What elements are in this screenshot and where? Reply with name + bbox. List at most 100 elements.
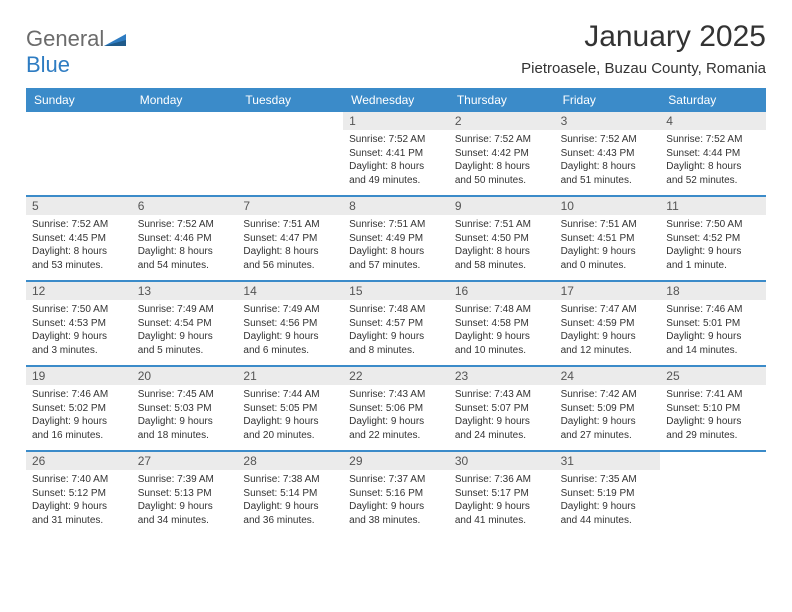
day-label: Thursday: [449, 88, 555, 112]
day-number: 21: [237, 367, 343, 385]
day-number: 1: [343, 112, 449, 130]
info-line: Sunrise: 7:52 AM: [666, 133, 760, 147]
info-line: Sunrise: 7:50 AM: [32, 303, 126, 317]
info-line: Sunrise: 7:42 AM: [561, 388, 655, 402]
week-row: 5Sunrise: 7:52 AMSunset: 4:45 PMDaylight…: [26, 195, 766, 280]
info-line: Daylight: 9 hours: [349, 500, 443, 514]
day-number: 7: [237, 197, 343, 215]
info-line: Daylight: 9 hours: [666, 245, 760, 259]
day-info: Sunrise: 7:48 AMSunset: 4:57 PMDaylight:…: [349, 303, 443, 357]
info-line: Sunset: 4:43 PM: [561, 147, 655, 161]
day-number: 28: [237, 452, 343, 470]
day-info: Sunrise: 7:38 AMSunset: 5:14 PMDaylight:…: [243, 473, 337, 527]
day-cell: 24Sunrise: 7:42 AMSunset: 5:09 PMDayligh…: [555, 367, 661, 450]
day-cell: 6Sunrise: 7:52 AMSunset: 4:46 PMDaylight…: [132, 197, 238, 280]
info-line: Sunrise: 7:48 AM: [455, 303, 549, 317]
info-line: Sunrise: 7:52 AM: [349, 133, 443, 147]
week-row: 19Sunrise: 7:46 AMSunset: 5:02 PMDayligh…: [26, 365, 766, 450]
day-cell: 14 Sunrise: 7:49 AMSunset: 4:56 PMDayligh…: [237, 282, 343, 365]
info-line: Sunrise: 7:51 AM: [561, 218, 655, 232]
day-info: Sunrise: 7:48 AMSunset: 4:58 PMDaylight:…: [455, 303, 549, 357]
day-info: Sunrise: 7:41 AMSunset: 5:10 PMDaylight:…: [666, 388, 760, 442]
day-info: Sunrise: 7:50 AMSunset: 4:52 PMDaylight:…: [666, 218, 760, 272]
info-line: Daylight: 9 hours: [32, 415, 126, 429]
day-number: 12: [26, 282, 132, 300]
month-title: January 2025: [521, 20, 766, 54]
info-line: Sunrise: 7:52 AM: [138, 218, 232, 232]
day-cell: 20Sunrise: 7:45 AMSunset: 5:03 PMDayligh…: [132, 367, 238, 450]
header: General Blue January 2025 Pietroasele, B…: [26, 20, 766, 78]
day-cell: 16Sunrise: 7:48 AMSunset: 4:58 PMDayligh…: [449, 282, 555, 365]
day-cell: 28 Sunrise: 7:38 AMSunset: 5:14 PMDayligh…: [237, 452, 343, 535]
info-line: Sunrise: 7:52 AM: [455, 133, 549, 147]
day-cell: 2Sunrise: 7:52 AMSunset: 4:42 PMDaylight…: [449, 112, 555, 195]
info-line: and 58 minutes.: [455, 259, 549, 273]
logo-text-b: Blue: [26, 52, 70, 77]
info-line: Sunset: 5:07 PM: [455, 402, 549, 416]
info-line: Sunset: 5:02 PM: [32, 402, 126, 416]
day-label: Friday: [555, 88, 661, 112]
info-line: Daylight: 8 hours: [349, 160, 443, 174]
info-line: Sunset: 4:41 PM: [349, 147, 443, 161]
day-cell: 15Sunrise: 7:48 AMSunset: 4:57 PMDayligh…: [343, 282, 449, 365]
day-number: 14: [237, 282, 343, 300]
day-cell: 13Sunrise: 7:49 AMSunset: 4:54 PMDayligh…: [132, 282, 238, 365]
info-line: Daylight: 9 hours: [666, 415, 760, 429]
info-line: and 27 minutes.: [561, 429, 655, 443]
location: Pietroasele, Buzau County, Romania: [521, 60, 766, 77]
info-line: and 31 minutes.: [32, 514, 126, 528]
info-line: Sunrise: 7:43 AM: [455, 388, 549, 402]
info-line: Sunset: 4:46 PM: [138, 232, 232, 246]
info-line: Sunrise: 7:47 AM: [561, 303, 655, 317]
day-cell: 8Sunrise: 7:51 AMSunset: 4:49 PMDaylight…: [343, 197, 449, 280]
day-info: Sunrise: 7:51 AMSunset: 4:47 PMDaylight:…: [243, 218, 337, 272]
day-number: 20: [132, 367, 238, 385]
week-row: 12 Sunrise: 7:50 AMSunset: 4:53 PMDayligh…: [26, 280, 766, 365]
info-line: Daylight: 9 hours: [561, 245, 655, 259]
day-cell: [237, 112, 343, 195]
week-row: 26Sunrise: 7:40 AMSunset: 5:12 PMDayligh…: [26, 450, 766, 535]
day-cell: 23Sunrise: 7:43 AMSunset: 5:07 PMDayligh…: [449, 367, 555, 450]
day-cell: 31Sunrise: 7:35 AMSunset: 5:19 PMDayligh…: [555, 452, 661, 535]
info-line: Sunrise: 7:37 AM: [349, 473, 443, 487]
day-number: 25: [660, 367, 766, 385]
info-line: Sunset: 5:05 PM: [243, 402, 337, 416]
info-line: and 10 minutes.: [455, 344, 549, 358]
day-info: Sunrise: 7:49 AMSunset: 4:56 PMDaylight:…: [243, 303, 337, 357]
info-line: and 12 minutes.: [561, 344, 655, 358]
logo-text-a: General: [26, 26, 104, 51]
info-line: Daylight: 9 hours: [138, 330, 232, 344]
info-line: Sunrise: 7:45 AM: [138, 388, 232, 402]
day-cell: 12 Sunrise: 7:50 AMSunset: 4:53 PMDayligh…: [26, 282, 132, 365]
day-label: Wednesday: [343, 88, 449, 112]
day-cell: [132, 112, 238, 195]
info-line: and 38 minutes.: [349, 514, 443, 528]
info-line: Sunset: 4:50 PM: [455, 232, 549, 246]
info-line: Sunset: 5:17 PM: [455, 487, 549, 501]
day-label: Tuesday: [237, 88, 343, 112]
info-line: and 1 minute.: [666, 259, 760, 273]
logo-text: General Blue: [26, 26, 126, 78]
day-info: Sunrise: 7:52 AMSunset: 4:45 PMDaylight:…: [32, 218, 126, 272]
info-line: Daylight: 8 hours: [666, 160, 760, 174]
info-line: Daylight: 9 hours: [138, 415, 232, 429]
day-number: 27: [132, 452, 238, 470]
info-line: Sunset: 4:51 PM: [561, 232, 655, 246]
info-line: and 51 minutes.: [561, 174, 655, 188]
info-line: Sunrise: 7:43 AM: [349, 388, 443, 402]
info-line: Daylight: 8 hours: [349, 245, 443, 259]
day-number: 17: [555, 282, 661, 300]
day-cell: 22Sunrise: 7:43 AMSunset: 5:06 PMDayligh…: [343, 367, 449, 450]
info-line: Sunrise: 7:46 AM: [666, 303, 760, 317]
day-info: Sunrise: 7:50 AMSunset: 4:53 PMDaylight:…: [32, 303, 126, 357]
info-line: and 41 minutes.: [455, 514, 549, 528]
info-line: and 49 minutes.: [349, 174, 443, 188]
info-line: and 54 minutes.: [138, 259, 232, 273]
day-cell: [660, 452, 766, 535]
day-cell: 7 Sunrise: 7:51 AMSunset: 4:47 PMDaylight…: [237, 197, 343, 280]
info-line: Daylight: 8 hours: [243, 245, 337, 259]
day-info: Sunrise: 7:39 AMSunset: 5:13 PMDaylight:…: [138, 473, 232, 527]
day-cell: 11Sunrise: 7:50 AMSunset: 4:52 PMDayligh…: [660, 197, 766, 280]
info-line: Sunrise: 7:36 AM: [455, 473, 549, 487]
day-cell: 19Sunrise: 7:46 AMSunset: 5:02 PMDayligh…: [26, 367, 132, 450]
